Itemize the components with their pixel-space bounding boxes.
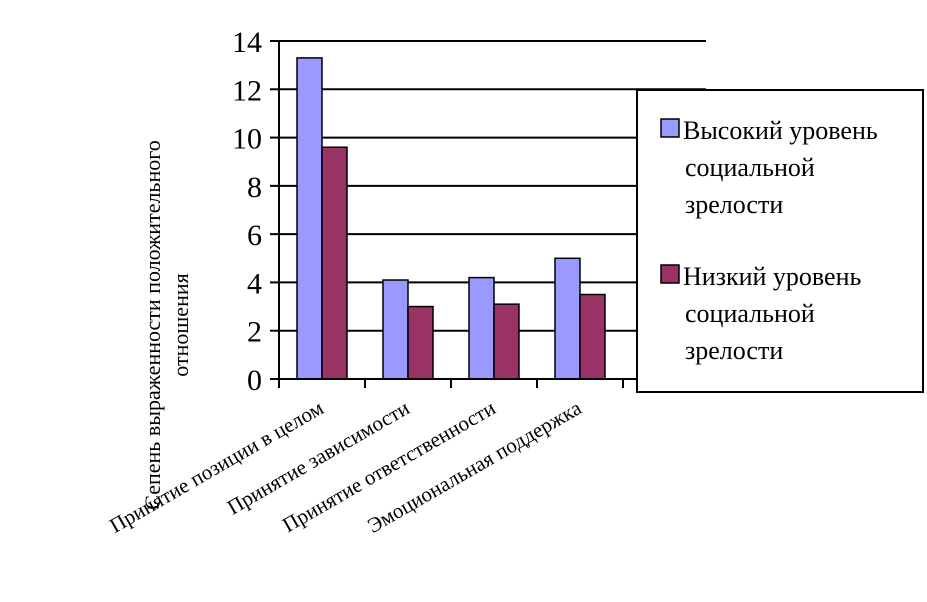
legend-label-line: зрелости: [685, 190, 783, 219]
legend-label-line: социальной: [685, 299, 815, 328]
y-axis-label-line: отношения: [168, 273, 193, 376]
y-tick-label: 2: [247, 316, 262, 349]
bar-series1-cat3: [468, 276, 495, 380]
bar-series1-cat4: [554, 257, 581, 380]
bar-series2-cat2: [407, 305, 434, 380]
y-tick-label: 6: [247, 219, 262, 252]
bar-series1-cat2: [382, 279, 409, 380]
legend-box: [636, 89, 924, 393]
bar-series2-cat1: [321, 146, 348, 380]
legend-swatch-series1: [660, 118, 680, 138]
y-tick-label: 0: [247, 364, 262, 397]
y-tick-label: 14: [232, 26, 262, 59]
legend-label-series2: Низкий уровень социальной зрелости: [683, 262, 861, 365]
y-tick-label: 8: [247, 171, 262, 204]
y-tick-label: 10: [232, 123, 262, 156]
legend: Высокий уровень социальной зрелостиНизкий …: [636, 89, 924, 393]
legend-label-line: Низкий уровень: [683, 262, 861, 291]
legend-label-line: Высокий уровень: [683, 116, 878, 145]
bar-series2-cat4: [579, 293, 606, 380]
legend-swatch-series2: [660, 264, 680, 284]
bar-series2-cat3: [493, 303, 520, 380]
legend-label-line: социальной: [685, 153, 815, 182]
y-tick-label: 12: [232, 74, 262, 107]
y-tick-label: 4: [247, 267, 262, 300]
legend-label-line: зрелости: [685, 336, 783, 365]
bar-series1-cat1: [296, 57, 323, 380]
legend-label-series1: Высокий уровень социальной зрелости: [683, 116, 878, 219]
y-axis-label: Сепень выраженности положительного отноше…: [140, 140, 193, 509]
axes: [270, 40, 710, 388]
y-tick-labels: 0 2 4 6 8 10 12 14: [232, 26, 262, 397]
gridlines: [279, 40, 706, 332]
y-axis-label-line: Сепень выраженности положительного: [140, 140, 165, 509]
